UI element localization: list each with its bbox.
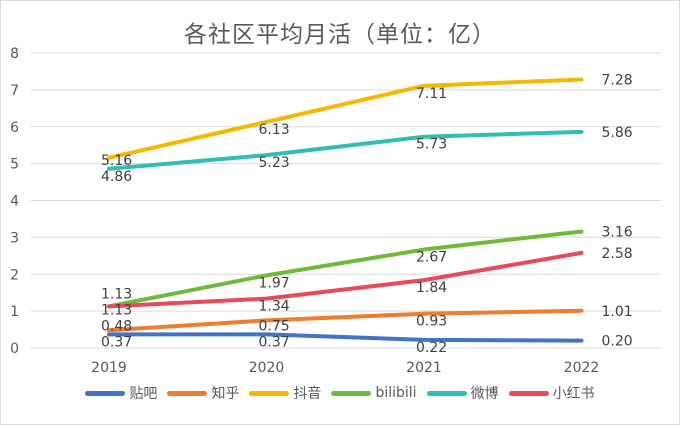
data-label: 1.13 — [101, 302, 132, 318]
legend-item: 贴吧 — [85, 383, 157, 403]
legend-label: 抖音 — [293, 386, 322, 402]
data-label: 4.86 — [101, 169, 132, 185]
legend: 贴吧 知乎 抖音 bilibili 微博 小红书 — [1, 383, 679, 403]
legend-swatch — [167, 390, 208, 396]
y-tick-label: 7 — [10, 83, 19, 99]
series-line-小红书 — [107, 250, 584, 309]
y-tick-label: 8 — [10, 46, 19, 62]
data-label: 0.93 — [416, 314, 447, 330]
y-tick-label: 0 — [10, 341, 19, 357]
data-label: 7.11 — [416, 86, 447, 102]
data-label: 0.20 — [602, 334, 633, 350]
series-line-微博 — [107, 129, 584, 171]
legend-item: 知乎 — [167, 383, 239, 403]
legend-label: bilibili — [375, 385, 417, 401]
data-label: 0.22 — [416, 340, 447, 356]
x-tick-label: 2019 — [91, 360, 127, 376]
data-label: 1.84 — [416, 280, 447, 296]
legend-label: 微博 — [470, 386, 499, 402]
series-line-bilibili — [107, 229, 584, 309]
data-label: 2.67 — [416, 250, 447, 266]
y-tick-label: 1 — [10, 304, 19, 320]
data-label: 3.16 — [602, 224, 633, 240]
data-label: 0.37 — [259, 334, 290, 350]
series-line-抖音 — [107, 77, 584, 160]
legend-label: 知乎 — [211, 386, 240, 402]
data-label: 1.01 — [602, 304, 633, 320]
data-label: 5.73 — [416, 137, 447, 153]
legend-label: 小红书 — [552, 386, 595, 402]
legend-swatch — [331, 390, 372, 396]
legend-swatch — [426, 390, 467, 396]
data-label: 6.13 — [259, 122, 290, 138]
data-label: 5.86 — [602, 125, 633, 141]
data-label: 0.48 — [101, 318, 132, 334]
data-label: 1.34 — [259, 299, 290, 315]
data-label: 0.75 — [259, 318, 290, 334]
data-label: 5.23 — [259, 155, 290, 171]
data-label: 1.97 — [259, 275, 290, 291]
legend-item: 抖音 — [249, 383, 321, 403]
y-tick-label: 3 — [10, 230, 19, 246]
chart-title: 各社区平均月活（单位：亿） — [184, 22, 496, 48]
legend-label: 贴吧 — [129, 386, 158, 402]
legend-swatch — [249, 390, 290, 396]
y-tick-label: 2 — [10, 267, 19, 283]
series-line-知乎 — [107, 308, 584, 333]
legend-swatch — [508, 390, 549, 396]
legend-item: 小红书 — [508, 383, 595, 403]
y-tick-label: 4 — [10, 194, 19, 210]
data-label: 0.37 — [101, 334, 132, 350]
data-label: 1.13 — [101, 286, 132, 302]
data-label: 7.28 — [602, 73, 633, 89]
legend-item: bilibili — [331, 383, 417, 403]
data-label: 5.16 — [101, 153, 132, 169]
x-tick-label: 2022 — [564, 360, 600, 376]
y-tick-label: 5 — [10, 157, 19, 173]
legend-swatch — [85, 390, 126, 396]
data-label: 2.58 — [602, 246, 633, 262]
x-tick-label: 2020 — [249, 360, 285, 376]
legend-item: 微博 — [426, 383, 499, 403]
series-line-贴吧 — [107, 332, 584, 343]
y-tick-label: 6 — [10, 120, 19, 136]
x-tick-label: 2021 — [406, 360, 442, 376]
